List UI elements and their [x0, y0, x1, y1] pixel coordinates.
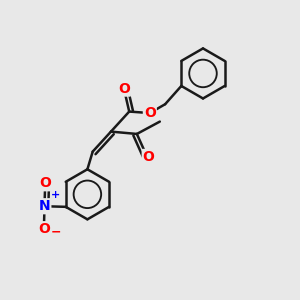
Text: O: O: [39, 176, 51, 190]
Text: −: −: [50, 225, 61, 238]
Text: O: O: [118, 82, 130, 96]
Text: N: N: [39, 199, 50, 213]
Text: +: +: [51, 190, 60, 200]
Text: O: O: [38, 222, 50, 236]
Text: O: O: [144, 106, 156, 120]
Text: O: O: [143, 150, 154, 164]
